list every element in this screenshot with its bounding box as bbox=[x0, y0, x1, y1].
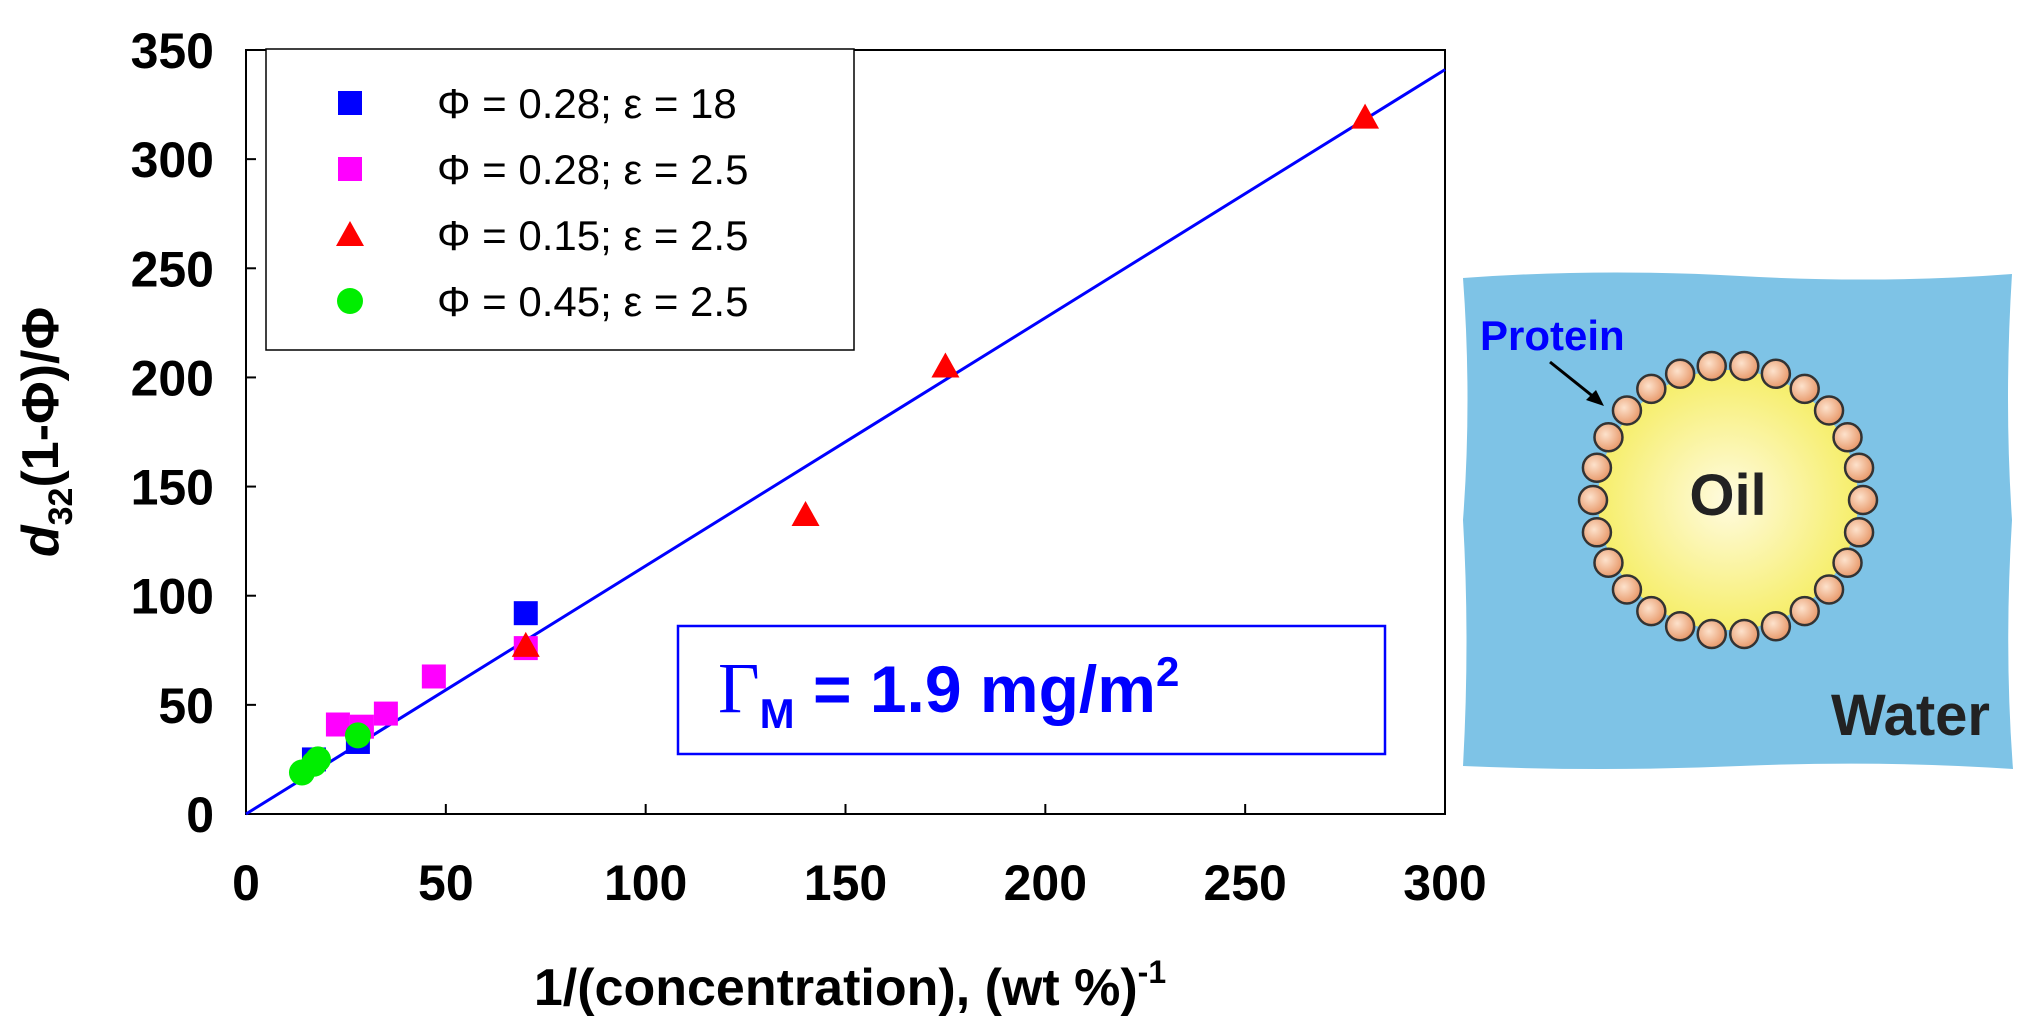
x-axis-title-sup: -1 bbox=[1138, 954, 1166, 990]
protein-bead bbox=[1813, 395, 1845, 426]
y-tick-label: 50 bbox=[158, 678, 214, 734]
protein-bead bbox=[1813, 574, 1845, 605]
annotation-sup: 2 bbox=[1156, 648, 1179, 695]
protein-bead bbox=[1729, 350, 1760, 382]
protein-bead bbox=[1664, 358, 1696, 390]
x-tick-label: 200 bbox=[1004, 855, 1087, 911]
data-point bbox=[511, 631, 540, 657]
y-tick-label: 0 bbox=[186, 787, 214, 843]
annotation-box bbox=[676, 624, 1387, 756]
data-point bbox=[304, 746, 331, 773]
x-tick-label: 0 bbox=[232, 855, 260, 911]
legend-label: Φ = 0.15; ε = 2.5 bbox=[437, 212, 748, 259]
legend-marker bbox=[338, 157, 362, 181]
annotation-sub: M bbox=[760, 690, 795, 737]
y-tick-label: 100 bbox=[131, 569, 214, 625]
protein-bead bbox=[1593, 547, 1624, 578]
legend-marker bbox=[338, 91, 362, 115]
legend-label: Φ = 0.28; ε = 2.5 bbox=[437, 146, 748, 193]
x-tick-label: 300 bbox=[1403, 855, 1486, 911]
protein-bead bbox=[1843, 452, 1875, 483]
legend-label: Φ = 0.28; ε = 18 bbox=[437, 80, 737, 127]
protein-bead bbox=[1636, 595, 1667, 627]
plot: 0 50 100 150 200 250 300 0 50 100 150 200 250 300 350 1… bbox=[12, 23, 1487, 1017]
diagram: Protein Oil Water bbox=[1463, 272, 2013, 769]
protein-bead bbox=[1577, 484, 1609, 516]
legend-marker bbox=[336, 221, 364, 246]
annotation: ΓM = 1.9 mg/m2 bbox=[718, 648, 1179, 737]
x-axis-title: 1/(concentration), (wt %)-1 bbox=[534, 954, 1166, 1017]
y-axis-title-text: (1-Φ)/Φ bbox=[12, 307, 70, 488]
legend-box bbox=[265, 48, 855, 351]
data-point bbox=[931, 352, 960, 378]
data-point bbox=[421, 664, 446, 689]
protein-bead bbox=[1729, 618, 1760, 650]
y-tick-label: 300 bbox=[131, 132, 214, 188]
protein-bead bbox=[1760, 610, 1792, 642]
y-tick-label: 150 bbox=[131, 460, 214, 516]
protein-bead bbox=[1581, 517, 1613, 548]
y-axis-title-italic: d bbox=[12, 524, 70, 557]
oil-label: Oil bbox=[1689, 463, 1766, 528]
protein-bead bbox=[1789, 373, 1820, 405]
protein-bead bbox=[1611, 574, 1643, 605]
annotation-text: = 1.9 mg/m bbox=[795, 652, 1156, 726]
data-point bbox=[344, 722, 371, 749]
protein-bead bbox=[1593, 422, 1624, 453]
protein-bead bbox=[1696, 618, 1727, 650]
fit-line bbox=[245, 68, 1446, 816]
protein-bead bbox=[1847, 484, 1879, 516]
x-tick-label: 50 bbox=[418, 855, 474, 911]
protein-bead bbox=[1832, 422, 1863, 453]
protein-layer bbox=[1577, 350, 1879, 650]
arrow-head bbox=[1586, 390, 1604, 406]
legend-marker bbox=[337, 288, 363, 314]
y-axis-title-sub: 32 bbox=[42, 488, 80, 526]
protein-label: Protein bbox=[1480, 312, 1625, 359]
protein-bead bbox=[1636, 373, 1667, 405]
x-axis-title-text: 1/(concentration), (wt %) bbox=[534, 959, 1138, 1017]
x-tick-label: 250 bbox=[1203, 855, 1286, 911]
protein-bead bbox=[1843, 517, 1875, 548]
data-point bbox=[791, 500, 820, 526]
y-tick-label: 350 bbox=[131, 23, 214, 79]
protein-bead bbox=[1696, 350, 1727, 382]
water-label: Water bbox=[1831, 683, 1990, 748]
x-tick-label: 150 bbox=[804, 855, 887, 911]
protein-bead bbox=[1611, 395, 1643, 426]
legend-label: Φ = 0.45; ε = 2.5 bbox=[437, 278, 748, 325]
data-point bbox=[373, 701, 398, 726]
oil-drop bbox=[1598, 370, 1858, 630]
y-tick-label: 200 bbox=[131, 350, 214, 406]
y-tick-label: 250 bbox=[131, 241, 214, 297]
protein-bead bbox=[1832, 547, 1863, 578]
data-point bbox=[1351, 103, 1380, 129]
data-point bbox=[513, 601, 538, 626]
annotation-symbol: Γ bbox=[718, 648, 760, 728]
protein-bead bbox=[1789, 595, 1820, 627]
protein-bead bbox=[1760, 358, 1792, 390]
x-tick-label: 100 bbox=[604, 855, 687, 911]
y-axis-title: d32(1-Φ)/Φ bbox=[12, 307, 80, 557]
protein-bead bbox=[1664, 610, 1696, 642]
protein-bead bbox=[1581, 452, 1613, 483]
